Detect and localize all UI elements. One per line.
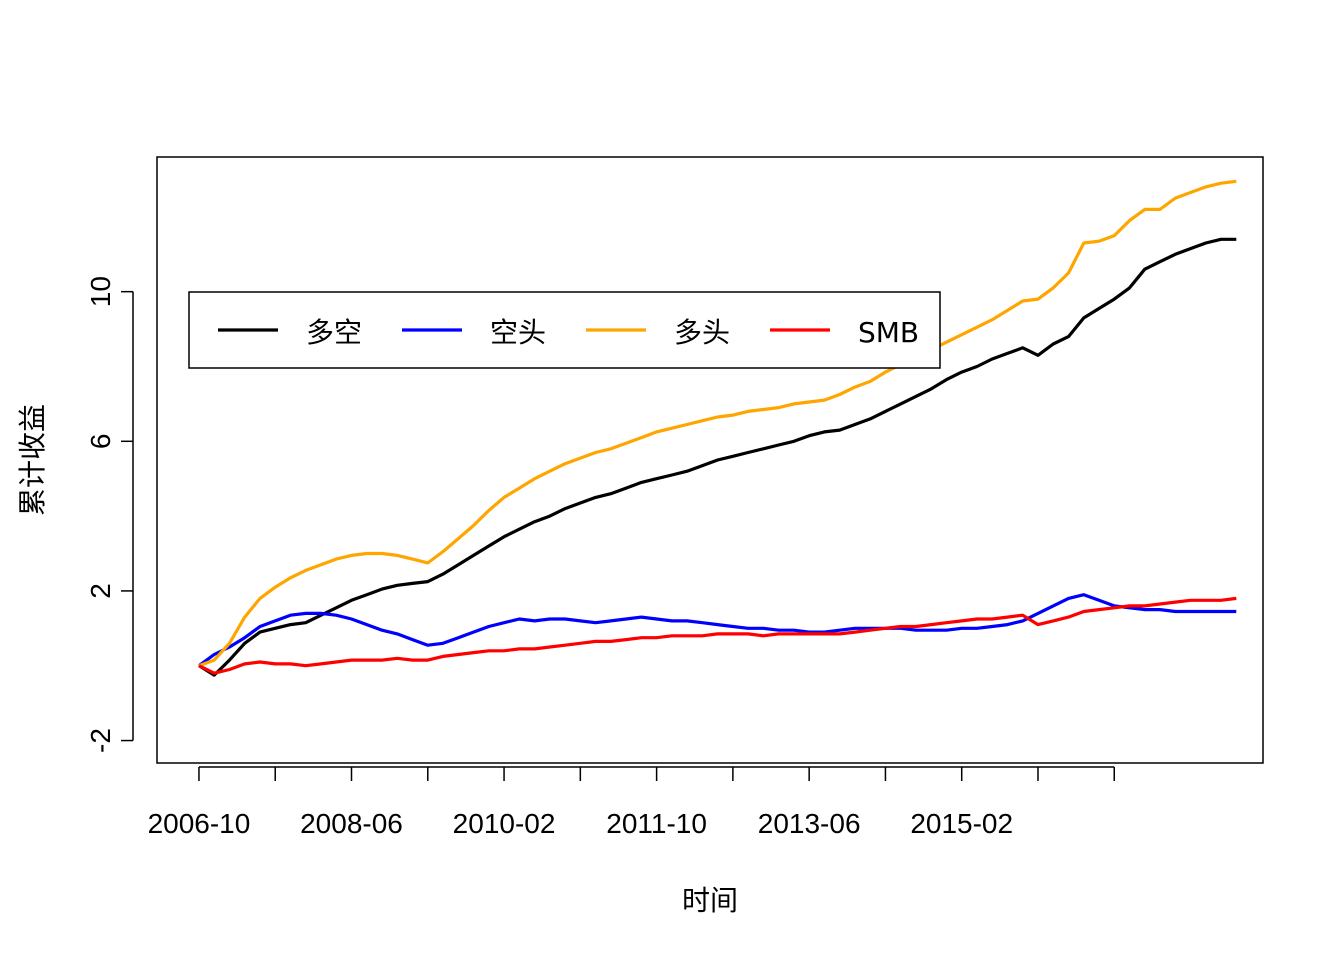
x-axis-title: 时间 <box>682 884 738 917</box>
x-tick-label: 2011-10 <box>606 808 707 839</box>
x-tick-label: 2008-06 <box>300 808 403 839</box>
x-tick-label: 2015-02 <box>910 808 1013 839</box>
legend-label-3: SMB <box>858 316 919 349</box>
x-axis: 2006-10 2008-06 2010-02 2011-10 2013-06 2015-… <box>148 766 1116 839</box>
plot-frame <box>156 156 1264 764</box>
legend-label-1: 空头 <box>490 316 546 349</box>
series-layer <box>198 179 1237 677</box>
legend-label-0: 多空 <box>306 316 362 349</box>
series-line-0 <box>198 237 1237 677</box>
y-tick-label: -2 <box>85 728 116 753</box>
legend-label-2: 多头 <box>674 316 730 349</box>
y-axis-title: 累计收益 <box>16 404 49 516</box>
series-line-3 <box>198 596 1237 675</box>
x-tick-label: 2006-10 <box>148 808 251 839</box>
x-tick-label: 2010-02 <box>453 808 556 839</box>
y-tick-label: 10 <box>85 276 116 307</box>
y-tick-label: 2 <box>85 583 116 599</box>
y-axis: -2 2 6 10 <box>85 276 134 753</box>
legend: 多空 空头 多头 SMB <box>188 291 941 369</box>
series-line-2 <box>198 179 1237 668</box>
series-line-1 <box>198 593 1237 667</box>
x-tick-label: 2013-06 <box>758 808 861 839</box>
y-tick-label: 6 <box>85 434 116 450</box>
